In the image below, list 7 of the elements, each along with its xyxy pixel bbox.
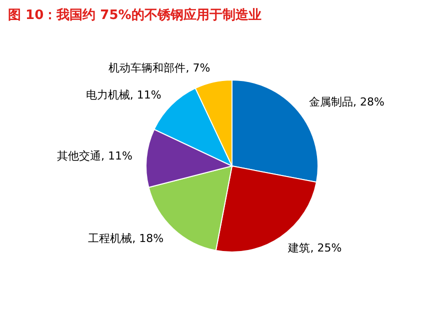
slice-label: 其他交通, 11% <box>56 150 132 163</box>
slice-label: 建筑, 25% <box>287 242 342 255</box>
chart-title: 图 10：我国约 75%的不锈钢应用于制造业 <box>8 7 262 23</box>
slice-label: 机动车辆和部件, 7% <box>108 61 210 74</box>
slice-label: 金属制品, 28% <box>309 95 385 108</box>
slice-label: 电力机械, 11% <box>86 88 162 102</box>
slice-label: 工程机械, 18% <box>88 232 164 245</box>
